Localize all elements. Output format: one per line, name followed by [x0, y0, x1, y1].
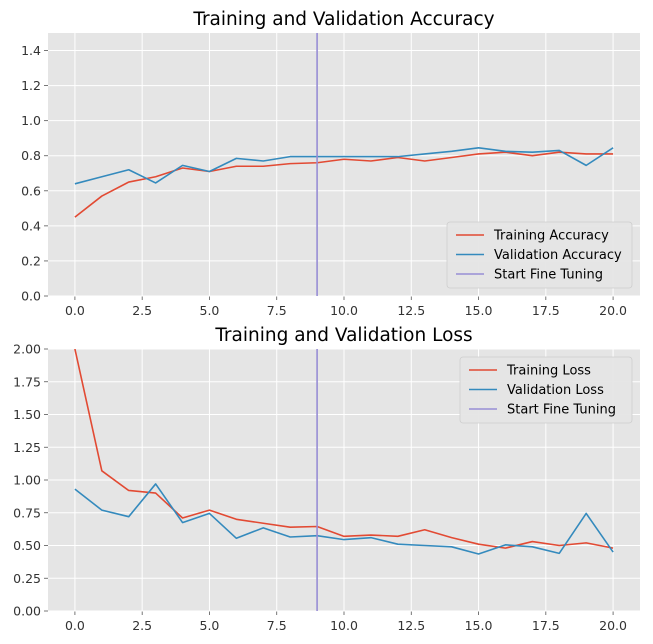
x-tick-label: 5.0: [200, 618, 220, 633]
chart-title: Training and Validation Accuracy: [192, 9, 494, 30]
series-line-training-accuracy: [74, 151, 614, 218]
series-line-validation-accuracy: [74, 147, 614, 185]
y-tick-label: 0.50: [13, 538, 41, 553]
x-tick-label: 7.5: [267, 303, 287, 318]
y-tick-label: 1.50: [13, 407, 41, 422]
x-tick-label: 0.0: [65, 303, 85, 318]
legend-label: Start Fine Tuning: [507, 403, 616, 418]
y-tick-label: 0.25: [13, 571, 41, 586]
x-tick-label: 15.0: [465, 303, 493, 318]
x-tick-label: 10.0: [330, 618, 358, 633]
x-tick-label: 5.0: [200, 303, 220, 318]
x-tick-label: 20.0: [599, 303, 627, 318]
y-tick-label: 1.4: [21, 43, 41, 58]
y-tick-label: 0.6: [21, 183, 41, 198]
legend-box: [459, 356, 633, 424]
legend: Training Loss Validation Loss Start Fine T…: [459, 356, 633, 424]
y-tick-label: 0.4: [21, 218, 41, 233]
y-tick-label: 1.2: [21, 78, 41, 93]
legend-label: Training Loss: [506, 364, 591, 379]
y-tick-label: 1.00: [13, 473, 41, 488]
series-line-validation-loss: [74, 483, 614, 555]
x-tick-label: 15.0: [465, 618, 493, 633]
x-tick-label: 17.5: [532, 618, 560, 633]
legend-label: Training Accuracy: [493, 229, 609, 244]
chart-panel-1: 0.0 2.5 5.0 7.5 10.0 12.5 15.0 17.5 20.0 0.0 0.2 0.…: [21, 9, 640, 318]
series-line-training-loss: [74, 349, 614, 549]
y-tick-label: 0.75: [13, 505, 41, 520]
legend-box: [446, 221, 633, 289]
x-tick-label: 12.5: [397, 618, 425, 633]
legend-label: Start Fine Tuning: [494, 268, 603, 283]
x-tick-label: 10.0: [330, 303, 358, 318]
x-tick-label: 0.0: [65, 618, 85, 633]
legend-label: Validation Loss: [507, 383, 604, 398]
chart-title: Training and Validation Loss: [214, 325, 472, 346]
chart-panel-2: 0.0 2.5 5.0 7.5 10.0 12.5 15.0 17.5 20.0 0.00 0.25…: [13, 325, 640, 633]
y-tick-label: 2.00: [13, 342, 41, 357]
y-tick-label: 1.25: [13, 440, 41, 455]
x-tick-label: 2.5: [132, 303, 152, 318]
legend-label: Validation Accuracy: [494, 248, 622, 263]
y-tick-label: 0.2: [21, 253, 41, 268]
x-tick-label: 2.5: [132, 618, 152, 633]
legend: Training Accuracy Validation Accuracy Star…: [446, 221, 633, 289]
y-tick-label: 0.00: [13, 604, 41, 619]
x-tick-label: 17.5: [532, 303, 560, 318]
y-tick-label: 0.0: [21, 289, 41, 304]
y-tick-label: 1.0: [21, 113, 41, 128]
x-tick-label: 12.5: [397, 303, 425, 318]
y-tick-label: 1.75: [13, 374, 41, 389]
x-tick-label: 20.0: [599, 618, 627, 633]
y-tick-label: 0.8: [21, 148, 41, 163]
x-tick-label: 7.5: [267, 618, 287, 633]
